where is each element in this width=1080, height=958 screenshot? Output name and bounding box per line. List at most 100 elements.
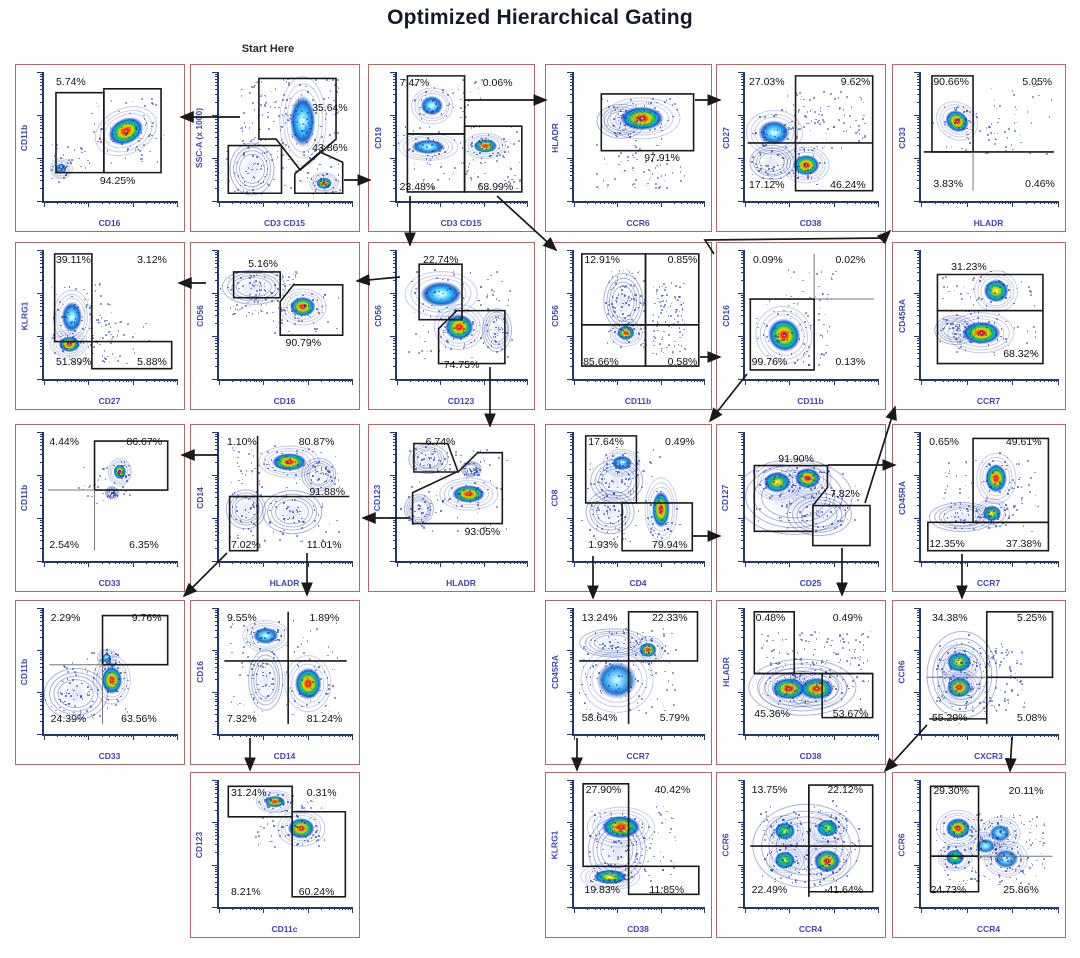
population-percentage: 68.32%: [1003, 349, 1039, 360]
x-axis-label: CCR4: [919, 924, 1058, 934]
plot-r3c4: CD8 CD4 17.64% 0.49% 1.93% 79.94%: [545, 424, 712, 592]
x-axis-label: CD25: [743, 578, 878, 588]
population-percentage: 53.67%: [833, 709, 869, 720]
y-axis-label: CD45RA: [550, 655, 560, 689]
population-percentage: 31.23%: [951, 262, 987, 273]
y-axis-label: CD8: [550, 489, 560, 506]
plot-r2c3: CD56 CD123 22.74% 74.75%: [368, 242, 535, 410]
population-percentage: 17.64%: [588, 437, 624, 448]
population-percentage: 27.90%: [586, 785, 622, 796]
population-percentage: 51.89%: [56, 357, 92, 368]
population-percentage: 37.38%: [1006, 539, 1042, 550]
population-percentage: 31.24%: [231, 788, 267, 799]
gate-outlines: [745, 608, 878, 734]
y-axis-label: CCR6: [721, 833, 731, 856]
population-percentage: 40.42%: [655, 785, 691, 796]
plot-r4c5: HLADR CD38 0.48% 0.49% 45.36% 53.67%: [716, 600, 886, 765]
population-percentage: 0.09%: [753, 255, 783, 266]
plot-r5c5: CCR6 CCR4 13.75% 22.12% 22.49% 41.64%: [716, 772, 886, 938]
plot-r3c1: CD11b CD33 4.44% 86.67% 2.54% 6.35%: [15, 424, 185, 592]
plot-r1c3: CD19 CD3 CD15 7.47% 0.06% 23.48% 68.99%: [368, 64, 535, 232]
x-axis-label: HLADR: [395, 578, 527, 588]
population-percentage: 39.11%: [56, 255, 91, 266]
plot-r3c6: CD45RA CCR7 0.65% 49.61% 12.35% 37.38%: [892, 424, 1066, 592]
y-axis-label: CD19: [373, 127, 383, 149]
population-percentage: 22.49%: [752, 885, 788, 896]
plot-area: 13.24% 22.33% 58.64% 5.79%: [567, 608, 705, 740]
gate-outlines: [921, 250, 1058, 379]
population-percentage: 74.75%: [444, 360, 480, 371]
y-axis-label: CD56: [195, 305, 205, 327]
population-percentage: 25.86%: [1003, 885, 1039, 896]
x-axis-label: CCR7: [572, 751, 704, 761]
x-axis-label: CD16: [217, 396, 352, 406]
gate-outlines: [44, 432, 177, 561]
population-percentage: 90.66%: [933, 77, 969, 88]
gate-outlines: [745, 250, 878, 379]
x-axis-label: CD38: [743, 218, 878, 228]
gate-outlines: [574, 780, 704, 907]
plot-area: 5.74% 94.25%: [37, 72, 178, 207]
plot-area: 29.30% 20.11% 24.73% 25.86%: [914, 780, 1059, 913]
x-axis-label: CCR4: [743, 924, 878, 934]
plot-area: 35.64% 43.86%: [212, 72, 353, 207]
plot-area: 9.55% 1.89% 7.32% 81.24%: [212, 608, 353, 740]
plot-area: 90.66% 5.05% 3.83% 0.46%: [914, 72, 1059, 207]
gate-outlines: [397, 72, 527, 201]
plot-r5c6: CCR6 CCR4 29.30% 20.11% 24.73% 25.86%: [892, 772, 1066, 938]
gate-outlines: [574, 72, 704, 201]
population-percentage: 43.86%: [312, 143, 348, 154]
plot-r1c6: CD33 HLADR 90.66% 5.05% 3.83% 0.46%: [892, 64, 1066, 232]
population-percentage: 11.85%: [649, 885, 684, 896]
population-percentage: 97.91%: [644, 153, 680, 164]
x-axis-label: CD11b: [572, 396, 704, 406]
x-axis-label: CD27: [42, 396, 177, 406]
gate-outlines: [745, 72, 878, 201]
plot-area: 2.29% 9.76% 24.39% 63.56%: [37, 608, 178, 740]
population-percentage: 24.73%: [931, 885, 967, 896]
plot-area: 0.48% 0.49% 45.36% 53.67%: [738, 608, 879, 740]
population-percentage: 7.47%: [400, 78, 430, 89]
plot-area: 97.91%: [567, 72, 705, 207]
plot-area: 27.90% 40.42% 19.83% 11.85%: [567, 780, 705, 913]
population-percentage: 2.29%: [51, 613, 81, 624]
population-percentage: 13.75%: [752, 785, 788, 796]
population-percentage: 60.24%: [299, 887, 335, 898]
population-percentage: 0.31%: [307, 788, 337, 799]
gate-outlines: [219, 780, 352, 907]
x-axis-label: CD3 CD15: [217, 218, 352, 228]
y-axis-label: CCR6: [897, 660, 907, 683]
population-percentage: 58.64%: [582, 713, 618, 724]
gate-outlines: [921, 608, 1058, 734]
y-axis-label: CCR6: [897, 833, 907, 856]
plot-r2c1: KLRG1 CD27 39.11% 3.12% 51.89% 5.88%: [15, 242, 185, 410]
population-percentage: 9.62%: [841, 77, 871, 88]
population-percentage: 0.85%: [668, 255, 698, 266]
x-axis-label: CD14: [217, 751, 352, 761]
y-axis-label: SSC-A (x 1000): [195, 107, 205, 167]
y-axis-label: CD56: [373, 305, 383, 327]
population-percentage: 27.03%: [749, 77, 785, 88]
start-here-label: Start Here: [222, 43, 314, 55]
plot-r1c2: SSC-A (x 1000) CD3 CD15 35.64% 43.86%: [190, 64, 360, 232]
gate-outlines: [574, 432, 704, 561]
plot-area: 7.47% 0.06% 23.48% 68.99%: [390, 72, 528, 207]
population-percentage: 0.06%: [483, 78, 513, 89]
population-percentage: 49.61%: [1006, 437, 1042, 448]
y-axis-label: CD56: [550, 305, 560, 327]
gate-outlines: [921, 72, 1058, 201]
population-percentage: 0.49%: [833, 613, 863, 624]
gate-outlines: [44, 72, 177, 201]
population-percentage: 81.24%: [307, 714, 343, 725]
plot-area: 39.11% 3.12% 51.89% 5.88%: [37, 250, 178, 385]
plot-area: 34.38% 5.25% 55.29% 5.08%: [914, 608, 1059, 740]
population-percentage: 0.13%: [835, 357, 865, 368]
plot-r5c2: CD123 CD11c 31.24% 0.31% 8.21% 60.24%: [190, 772, 360, 938]
population-percentage: 9.55%: [227, 613, 257, 624]
population-percentage: 0.58%: [668, 357, 698, 368]
population-percentage: 0.02%: [835, 255, 865, 266]
y-axis-label: CD45RA: [897, 298, 907, 332]
x-axis-label: CD11c: [217, 924, 352, 934]
population-percentage: 23.48%: [400, 182, 436, 193]
y-axis-label: CD123: [373, 484, 383, 510]
